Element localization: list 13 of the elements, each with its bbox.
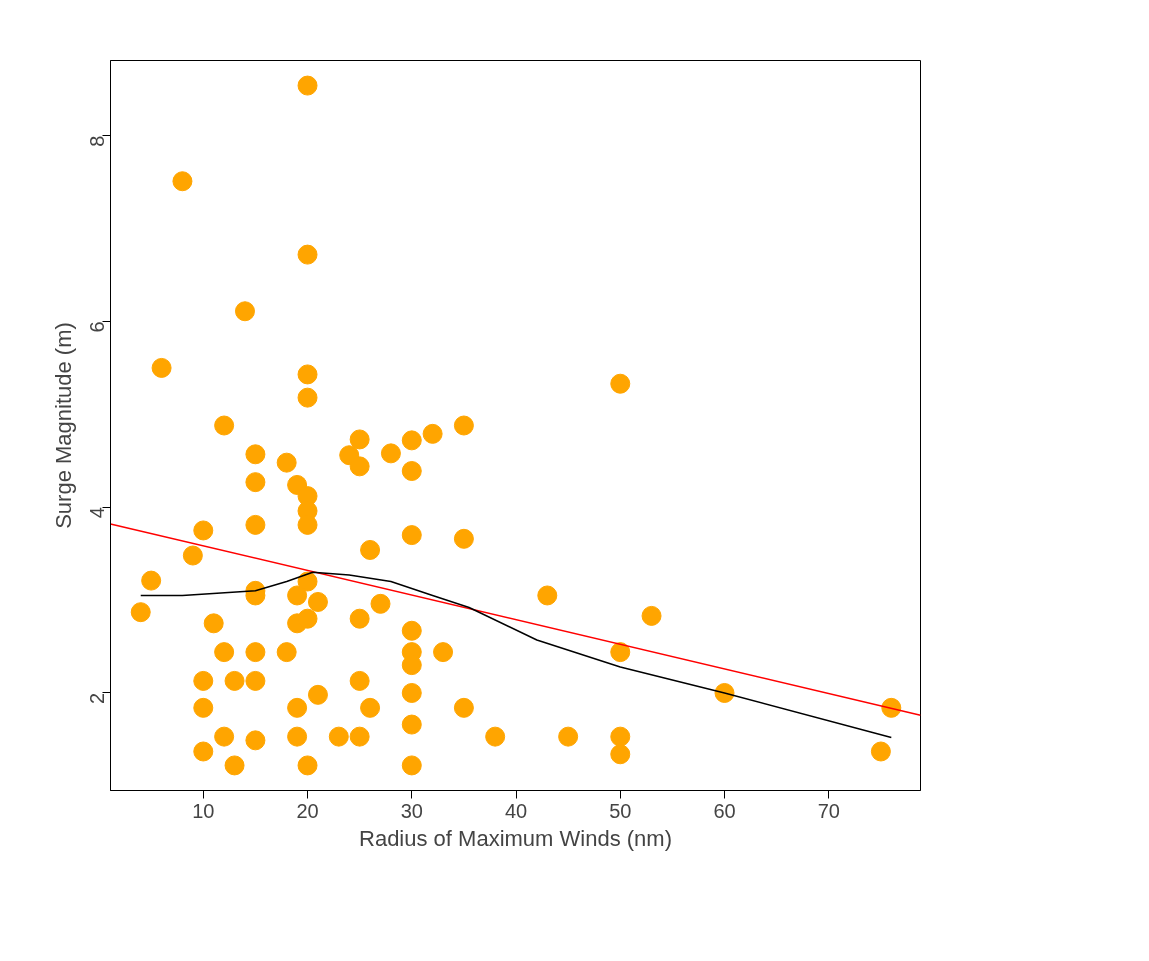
x-tick-label: 10 xyxy=(192,799,215,822)
y-tick-label: 8 xyxy=(86,135,109,147)
x-tick-label: 40 xyxy=(504,799,528,822)
y-tick-label: 2 xyxy=(86,692,109,705)
x-tick-label: 20 xyxy=(296,799,319,822)
y-tick-label: 6 xyxy=(86,321,109,333)
x-tick-label: 30 xyxy=(400,799,423,822)
x-axis-title: Radius of Maximum Winds (nm) xyxy=(359,825,672,851)
x-tick-label: 70 xyxy=(817,799,840,822)
x-tick-label: 60 xyxy=(713,799,736,822)
x-tick-label: 50 xyxy=(609,799,632,822)
y-tick-label: 4 xyxy=(86,507,109,519)
y-axis-title: Surge Magnitude (m) xyxy=(50,322,76,529)
